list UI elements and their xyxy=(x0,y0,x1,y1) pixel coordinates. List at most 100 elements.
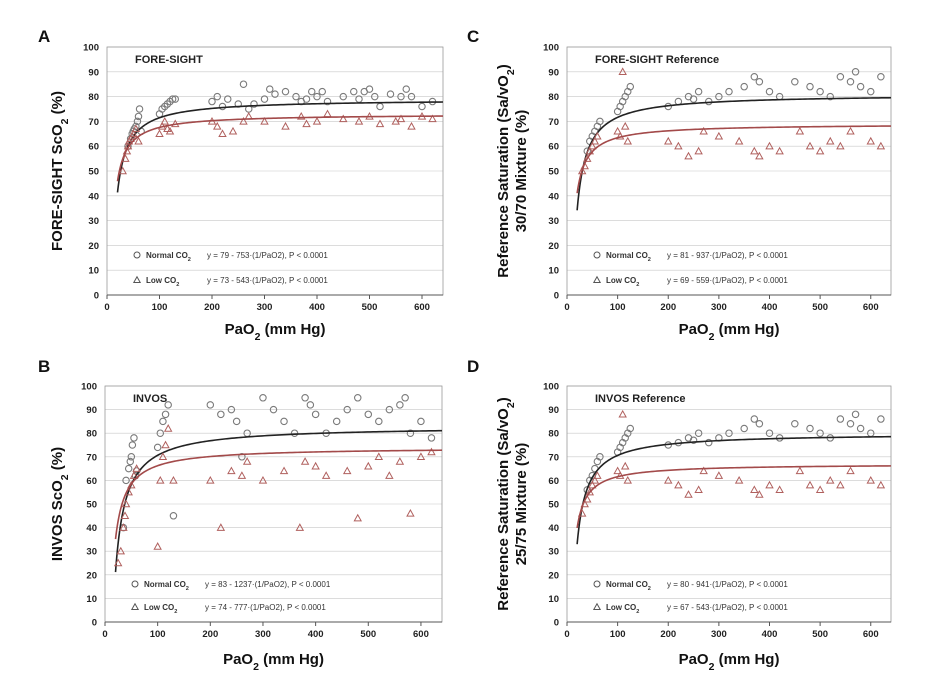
legend-series-name: Low CO2 xyxy=(606,276,639,288)
data-point-triangle xyxy=(119,523,128,531)
data-point-circle xyxy=(689,95,698,103)
data-point-circle xyxy=(866,87,875,96)
data-point-circle xyxy=(302,95,311,103)
data-point-circle xyxy=(313,92,321,101)
y-tick-label: 0 xyxy=(92,618,97,629)
x-tick-label: 0 xyxy=(564,302,569,313)
y-tick-label: 20 xyxy=(548,241,559,252)
legend-equation: y = 67 - 543·(1/PaO2), P < 0.0001 xyxy=(667,603,788,612)
x-axis-label: PaO2 (mm Hg) xyxy=(225,321,326,343)
data-point-circle xyxy=(232,417,241,426)
data-point-circle xyxy=(218,102,227,111)
fit-curve xyxy=(576,465,892,529)
data-point-triangle xyxy=(169,475,178,484)
y-tick-label: 50 xyxy=(548,500,559,511)
data-point-triangle xyxy=(375,119,385,128)
legend-series-name: Normal CO2 xyxy=(606,580,651,592)
data-point-triangle xyxy=(364,461,373,470)
panel-c: 0 10 20 30 40 50 60 70 80 90 100 0 100 200 300 400 500 60… xyxy=(467,27,892,343)
y-tick-label: 100 xyxy=(543,382,559,393)
data-point-circle xyxy=(250,100,258,108)
data-point-circle xyxy=(130,434,138,442)
data-point-triangle xyxy=(734,136,744,145)
panel-b: 0 10 20 30 40 50 60 70 80 90 100 0 100 200 300 400 500 60… xyxy=(38,357,443,673)
data-point-triangle xyxy=(120,511,130,520)
data-point-circle xyxy=(280,417,288,426)
data-point-circle xyxy=(877,73,885,81)
legend-series-name: Low CO2 xyxy=(144,603,177,615)
legend-series-name: Low CO2 xyxy=(146,276,179,288)
data-point-circle xyxy=(375,417,383,426)
y-tick-label: 30 xyxy=(86,547,97,558)
series-normal-co2 xyxy=(114,394,443,573)
y-tick-label: 70 xyxy=(548,117,559,128)
fit-curve xyxy=(576,435,892,545)
data-point-triangle xyxy=(618,67,627,76)
data-point-circle xyxy=(332,417,341,426)
data-point-triangle xyxy=(155,129,164,138)
data-point-circle xyxy=(851,68,860,76)
y-tick-label: 90 xyxy=(86,405,97,416)
data-point-triangle xyxy=(354,116,364,125)
data-point-triangle xyxy=(385,471,394,479)
data-point-circle xyxy=(397,92,405,101)
x-tick-label: 100 xyxy=(150,629,166,640)
data-point-triangle xyxy=(866,136,875,145)
data-point-triangle xyxy=(613,466,622,475)
data-point-circle xyxy=(715,92,723,101)
panel-title: FORE-SIGHT xyxy=(135,54,203,66)
x-tick-label: 500 xyxy=(362,302,378,313)
data-point-triangle xyxy=(129,129,138,138)
data-point-triangle xyxy=(407,121,416,130)
data-point-triangle xyxy=(826,136,835,145)
data-point-triangle xyxy=(613,126,622,135)
data-point-circle xyxy=(689,436,698,445)
data-point-circle xyxy=(765,87,774,96)
x-tick-label: 600 xyxy=(863,629,879,640)
x-tick-label: 200 xyxy=(660,302,676,313)
legend-marker-circle xyxy=(593,251,601,259)
data-point-triangle xyxy=(590,475,600,484)
data-point-circle xyxy=(836,415,845,423)
data-point-circle xyxy=(343,405,351,414)
data-point-triangle xyxy=(395,457,405,465)
data-point-triangle xyxy=(674,141,683,150)
y-tick-label: 90 xyxy=(548,67,559,78)
y-tick-label: 40 xyxy=(86,523,97,534)
data-point-triangle xyxy=(258,475,268,484)
data-point-triangle xyxy=(684,151,693,160)
data-point-circle xyxy=(238,453,246,461)
x-axis-label: PaO2 (mm Hg) xyxy=(679,321,780,343)
data-point-triangle xyxy=(302,119,311,128)
x-tick-label: 200 xyxy=(204,302,220,313)
data-point-triangle xyxy=(664,475,673,484)
data-point-circle xyxy=(396,401,404,409)
data-point-circle xyxy=(826,92,834,101)
legend-equation: y = 69 - 559·(1/PaO2), P < 0.0001 xyxy=(667,276,788,285)
y-tick-label: 30 xyxy=(548,216,559,227)
data-point-circle xyxy=(169,512,178,520)
legend-marker-triangle xyxy=(132,275,142,284)
fit-curve xyxy=(576,125,892,194)
panel-title: FORE-SIGHT Reference xyxy=(595,54,719,66)
legend-series-name: Low CO2 xyxy=(606,603,639,615)
data-point-circle xyxy=(596,453,604,461)
data-point-triangle xyxy=(353,513,362,522)
data-point-triangle xyxy=(116,546,126,555)
data-point-triangle xyxy=(623,136,632,145)
data-point-triangle xyxy=(826,475,835,484)
data-point-triangle xyxy=(228,126,238,135)
data-point-circle xyxy=(128,441,137,449)
data-point-triangle xyxy=(239,116,248,125)
data-point-circle xyxy=(765,429,774,437)
data-point-circle xyxy=(376,102,384,111)
y-axis-label: FORE-SIGHT ScO2 (%) xyxy=(49,91,71,251)
y-tick-label: 20 xyxy=(548,570,559,581)
data-point-triangle xyxy=(129,471,139,479)
data-point-triangle xyxy=(775,146,784,155)
panel-letter: B xyxy=(38,357,50,376)
y-tick-label: 100 xyxy=(83,43,99,54)
y-tick-label: 40 xyxy=(548,191,559,202)
data-point-triangle xyxy=(755,151,764,160)
data-point-circle xyxy=(290,429,299,437)
